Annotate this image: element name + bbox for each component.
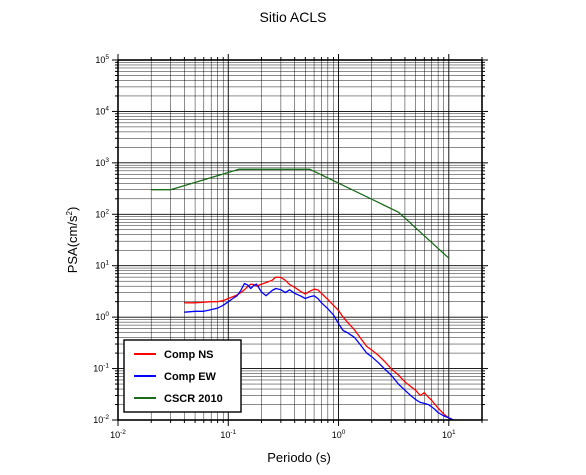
x-tick-label-exp: -2 (120, 429, 126, 436)
y-tick-label: 103 (95, 157, 109, 168)
chart-title: Sitio ACLS (259, 9, 327, 25)
x-tick-label-base: 10 (110, 430, 120, 440)
x-tick-label: 10-2 (110, 429, 126, 440)
y-tick-label-base: 10 (95, 312, 105, 322)
y-tick-label-exp: 2 (105, 208, 109, 215)
y-tick-label-base: 10 (95, 106, 105, 116)
y-tick-label-base: 10 (95, 261, 105, 271)
y-tick-label: 100 (95, 311, 109, 322)
y-tick-label: 101 (95, 260, 109, 271)
x-tick-label: 101 (442, 429, 456, 440)
y-tick-label-base: 10 (95, 209, 105, 219)
x-tick-label-exp: -1 (230, 429, 236, 436)
legend: Comp NS Comp EW CSCR 2010 (123, 339, 242, 413)
legend-label-ns: Comp NS (164, 349, 214, 361)
y-tick-label-base: 10 (93, 415, 103, 425)
y-tick-label-exp: 5 (105, 54, 109, 61)
plot-frame (117, 59, 483, 421)
x-tick-label: 10-1 (220, 429, 236, 440)
y-tick-label-exp: -1 (103, 363, 109, 370)
y-tick-label-exp: 0 (105, 311, 109, 318)
y-tick-label-exp: -2 (103, 414, 109, 421)
y-tick-label-exp: 1 (105, 260, 109, 267)
y-tick-label-base: 10 (93, 364, 103, 374)
y-axis-label-close: ) (65, 207, 80, 211)
y-axis-label: PSA(cm/s2) (65, 207, 80, 274)
legend-box (123, 339, 242, 413)
series-line-comp-ew (184, 282, 454, 421)
y-tick-label: 102 (95, 208, 109, 219)
y-tick-label: 10-2 (93, 414, 109, 425)
y-tick-label-base: 10 (95, 55, 105, 65)
legend-label-ew: Comp EW (164, 371, 217, 383)
y-axis-label-base: PSA(cm/s (65, 215, 80, 273)
series-line-comp-ns (184, 276, 454, 421)
x-tick-label-exp: 0 (342, 429, 346, 436)
y-tick-label-exp: 4 (105, 105, 109, 112)
y-tick-label: 10-1 (93, 363, 109, 374)
y-axis-label-exp: 2 (65, 211, 74, 216)
x-tick-labels: 10-2 10-1 100 101 (110, 429, 456, 440)
y-tick-label: 104 (95, 105, 109, 116)
x-tick-label-base: 10 (220, 430, 230, 440)
x-tick-label: 100 (332, 429, 346, 440)
y-tick-label-base: 10 (95, 158, 105, 168)
x-tick-label-base: 10 (442, 430, 452, 440)
y-tick-label: 105 (95, 54, 109, 65)
x-tick-label-exp: 1 (452, 429, 456, 436)
y-tick-label-exp: 3 (105, 157, 109, 164)
x-tick-label-base: 10 (332, 430, 342, 440)
series-lines (151, 168, 454, 421)
axis-ticks (112, 54, 488, 426)
series-line-cscr-2010 (151, 168, 450, 259)
x-axis-label: Periodo (s) (267, 450, 331, 465)
legend-label-cscr: CSCR 2010 (164, 393, 223, 405)
